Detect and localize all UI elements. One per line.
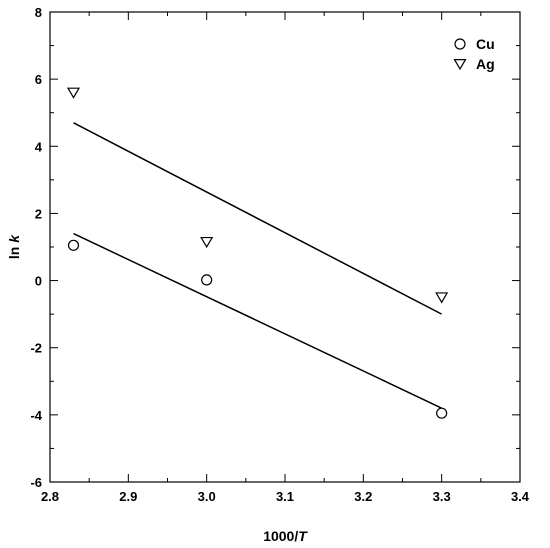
y-tick-label: 4	[35, 139, 43, 154]
x-tick-label: 3.3	[433, 489, 451, 504]
y-tick-label: 8	[35, 5, 42, 20]
tick-labels: 2.8 2.9 3.0 3.1 3.2 3.3 3.4 -6 -4 -2 0 2 4 6 8	[30, 5, 529, 504]
plot-area: 2.8 2.9 3.0 3.1 3.2 3.3 3.4 -6 -4 -2 0 2 4 6 8	[30, 5, 529, 504]
x-tick-label: 2.9	[119, 489, 137, 504]
x-tick-label: 3.2	[354, 489, 372, 504]
ag-fit-line	[73, 122, 443, 315]
x-axis-label: 1000/T	[263, 528, 308, 544]
cu-data-point	[201, 274, 213, 286]
legend-cu-label: Cu	[476, 36, 495, 52]
cu-data-point	[436, 407, 448, 419]
x-tick-label: 2.8	[41, 489, 59, 504]
cu-fit-line	[73, 232, 442, 409]
y-tick-label: 2	[35, 206, 42, 221]
legend: Cu Ag	[453, 36, 495, 72]
y-tick-label: -2	[30, 341, 42, 356]
y-tick-label: 6	[35, 72, 42, 87]
legend-ag-marker	[453, 58, 467, 71]
legend-ag-label: Ag	[476, 56, 495, 72]
cu-data-point	[67, 239, 80, 251]
legend-cu-marker	[454, 38, 466, 50]
axis-ticks	[49, 11, 521, 483]
y-tick-label: -6	[30, 475, 42, 490]
plot-frame	[49, 11, 521, 483]
y-tick-label: -4	[30, 408, 42, 423]
x-tick-label: 3.1	[276, 489, 294, 504]
x-tick-label: 3.0	[198, 489, 216, 504]
data-points	[66, 87, 449, 419]
ag-data-point	[435, 292, 449, 304]
y-tick-label: 0	[35, 274, 42, 289]
x-tick-label: 3.4	[511, 489, 530, 504]
ag-data-point	[200, 236, 214, 249]
y-axis-label: ln k	[6, 234, 22, 259]
fit-lines	[73, 122, 443, 409]
ag-data-point	[66, 87, 81, 99]
